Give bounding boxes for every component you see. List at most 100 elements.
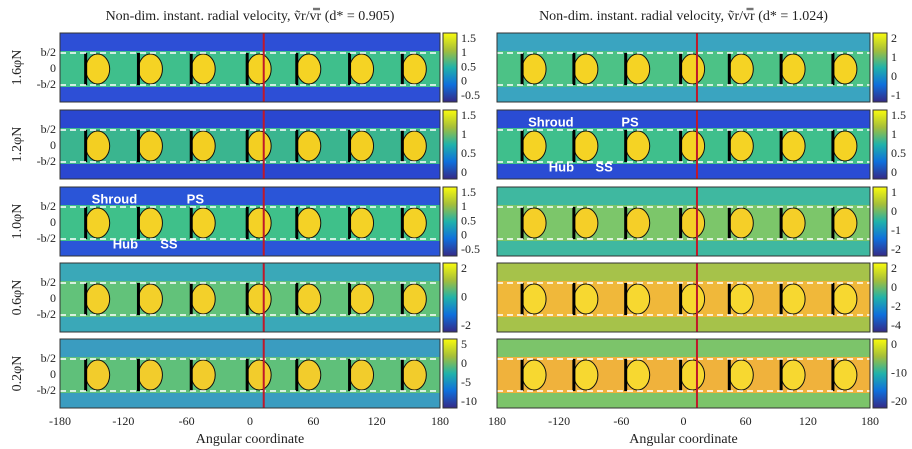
colorbar-tick-label: -0.5	[461, 88, 480, 102]
colorbar	[872, 338, 888, 409]
colorbar-tick-label: 1	[891, 127, 897, 141]
colorbar	[872, 262, 888, 333]
colorbar	[442, 109, 458, 180]
y-tick-label: 0	[50, 61, 56, 75]
blade-region	[680, 359, 706, 391]
annotation: Shroud	[528, 114, 574, 129]
blade-region	[190, 283, 216, 315]
colorbar-tick-label: -10	[461, 394, 477, 408]
colorbar-tick-label: 1.5	[461, 108, 476, 122]
blade-region	[137, 207, 163, 239]
blade-region	[401, 53, 427, 85]
blade-region	[401, 130, 427, 162]
plot-frame	[496, 338, 871, 409]
blade-region	[728, 53, 754, 85]
row-label: 1.6φN	[10, 50, 25, 86]
colorbar-tick-label: -10	[891, 365, 907, 379]
colorbar	[872, 109, 888, 180]
colorbar-tick-label: 1.5	[461, 31, 476, 45]
blade-region	[832, 359, 858, 391]
colorbar-tick-label: -5	[461, 375, 471, 389]
y-tick-label: b/2	[41, 45, 56, 59]
blade-region	[296, 130, 322, 162]
colorbar-tick-label: 1.5	[891, 108, 906, 122]
blade-region	[296, 207, 322, 239]
colorbar-tick-label: 0	[461, 165, 467, 179]
x-tick-label: -60	[613, 414, 629, 428]
x-tick-label: 60	[307, 414, 319, 428]
blade-region	[521, 130, 547, 162]
colorbar-tick-label: -20	[891, 394, 907, 408]
colorbar-tick-label: 0	[891, 337, 897, 351]
colorbar-tick-label: 0.5	[461, 59, 476, 73]
colorbar	[442, 32, 458, 103]
x-tick-label: 0	[681, 414, 687, 428]
blade-region	[680, 130, 706, 162]
y-tick-label: -b/2	[37, 231, 56, 245]
colorbar-tick-label: 0	[461, 74, 467, 88]
row-label: 1.2φN	[10, 127, 25, 163]
colorbar-tick-label: 0	[891, 69, 897, 83]
panel-title: Non-dim. instant. radial velocity, ṽr/v̿…	[539, 8, 828, 24]
annotation: Hub	[549, 159, 574, 174]
blade-region	[85, 283, 111, 315]
blade-region	[832, 53, 858, 85]
blade-region	[573, 283, 599, 315]
colorbar	[442, 186, 458, 257]
blade-region	[349, 130, 375, 162]
colorbar	[872, 32, 888, 103]
colorbar-tick-label: -2	[891, 299, 901, 313]
colorbar-tick-label: 0	[891, 204, 897, 218]
plot-frame	[59, 186, 441, 257]
colorbar-tick-label: 0	[461, 356, 467, 370]
x-tick-label: 180	[431, 414, 449, 428]
blade-region	[521, 359, 547, 391]
blade-region	[832, 207, 858, 239]
colorbar-tick-label: -4	[891, 318, 901, 332]
x-axis-label: Angular coordinate	[196, 432, 304, 447]
colorbar-tick-label: 2	[461, 261, 467, 275]
blade-region	[728, 130, 754, 162]
blade-region	[521, 283, 547, 315]
colorbar-tick-label: -2	[461, 318, 471, 332]
annotation: Hub	[113, 236, 138, 251]
blade-region	[780, 359, 806, 391]
x-tick-label: 60	[740, 414, 752, 428]
colorbar-tick-label: -1	[891, 223, 901, 237]
blade-region	[296, 53, 322, 85]
plot-frame	[59, 262, 441, 333]
blade-region	[85, 359, 111, 391]
colorbar-tick-label: 1	[891, 185, 897, 199]
colorbar-tick-label: -1	[891, 88, 901, 102]
row-label: 1.0φN	[10, 204, 25, 240]
blade-region	[246, 283, 272, 315]
blade-region	[401, 283, 427, 315]
x-tick-label: 180	[861, 414, 879, 428]
blade-region	[349, 53, 375, 85]
x-tick-label: 120	[368, 414, 386, 428]
blade-region	[401, 207, 427, 239]
colorbar-tick-label: -0.5	[461, 242, 480, 256]
blade-region	[137, 359, 163, 391]
blade-region	[573, 130, 599, 162]
plot-frame	[59, 338, 441, 409]
blade-region	[521, 207, 547, 239]
y-tick-label: 0	[50, 215, 56, 229]
blade-region	[573, 359, 599, 391]
colorbar-tick-label: 0	[891, 165, 897, 179]
blade-region	[137, 130, 163, 162]
blade-region	[573, 53, 599, 85]
row-label: 0.2φN	[10, 356, 25, 392]
blade-region	[246, 130, 272, 162]
colorbar-tick-label: 1	[891, 50, 897, 64]
x-tick-label: -120	[548, 414, 570, 428]
colorbar-tick-label: 0	[891, 280, 897, 294]
blade-region	[625, 53, 651, 85]
y-tick-label: -b/2	[37, 307, 56, 321]
x-axis-label: Angular coordinate	[629, 432, 737, 447]
blade-region	[296, 359, 322, 391]
blade-region	[246, 359, 272, 391]
colorbar-tick-label: 5	[461, 337, 467, 351]
blade-region	[625, 283, 651, 315]
